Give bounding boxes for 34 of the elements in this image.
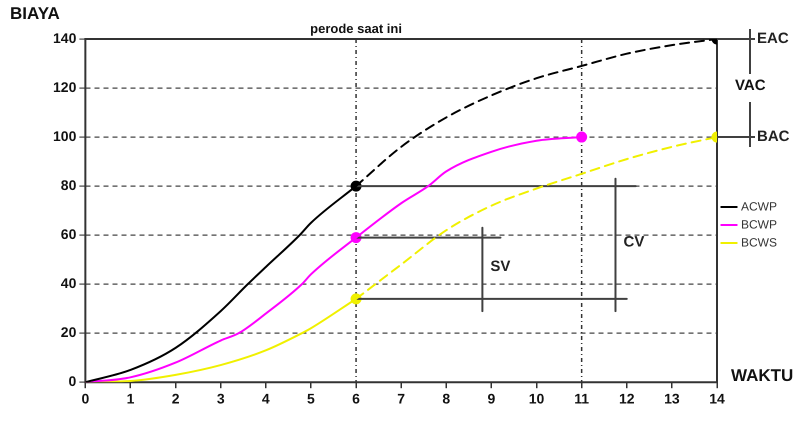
x-tick-label: 6	[352, 390, 360, 406]
x-tick-label: 1	[126, 390, 135, 406]
x-tick-label: 14	[709, 390, 725, 406]
ref-line-label: perode saat ini	[310, 21, 402, 36]
x-axis-title: WAKTU	[731, 366, 794, 386]
x-tick-label: 12	[618, 390, 635, 406]
x-tick-label: 3	[216, 390, 225, 406]
annotation: SV	[490, 258, 510, 276]
x-tick-label: 9	[488, 390, 496, 406]
annotation: EAC	[757, 30, 789, 48]
legend-label: ACWP	[741, 199, 777, 214]
text: VAC	[735, 77, 766, 94]
y-tick-label: 60	[60, 226, 77, 242]
y-tick-label: 80	[60, 176, 77, 193]
y-tick-label: 120	[53, 78, 77, 95]
y-axis-title: BIAYA	[10, 4, 60, 24]
y-tick-label: 20	[60, 324, 77, 340]
annotation: CV	[623, 234, 644, 251]
x-tick-label: 5	[307, 390, 316, 406]
y-tick-label: 100	[53, 128, 77, 144]
x-tick-label: 10	[528, 390, 545, 406]
x-tick-label: 4	[262, 390, 270, 406]
x-tick-label: 0	[81, 390, 90, 406]
y-tick-label: 40	[60, 275, 77, 291]
legend-label: BCWS	[741, 235, 777, 250]
y-tick-label: 140	[53, 30, 77, 46]
x-tick-label: 8	[442, 390, 450, 406]
legend-label: BCWP	[741, 217, 777, 232]
y-tick-label: 0	[68, 373, 77, 390]
x-tick-label: 7	[397, 390, 406, 406]
x-tick-label: 2	[172, 390, 180, 406]
annotation: BAC	[757, 128, 790, 146]
x-tick-label: 13	[664, 390, 680, 406]
x-tick-label: 11	[574, 390, 590, 406]
